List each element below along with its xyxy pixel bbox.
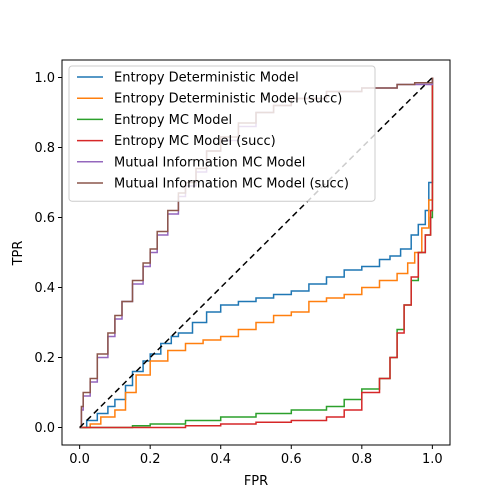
roc-curve-2: [79, 77, 434, 429]
y-tick-label: 0.8: [34, 141, 55, 156]
x-tick-label: 0.2: [140, 452, 161, 467]
y-tick-label: 0.4: [34, 281, 55, 296]
y-tick-label: 0.2: [34, 351, 55, 366]
legend-label: Entropy MC Model: [114, 113, 232, 128]
x-tick-label: 0.0: [69, 452, 90, 467]
y-tick-label: 0.6: [34, 211, 55, 226]
legend-label: Entropy Deterministic Model (succ): [114, 92, 342, 107]
x-tick-label: 0.6: [281, 452, 302, 467]
x-tick-label: 0.4: [210, 452, 231, 467]
y-tick-label: 1.0: [34, 71, 55, 86]
y-tick-label: 0.0: [34, 421, 55, 436]
x-tick-label: 0.8: [351, 452, 372, 467]
legend-box: [68, 65, 376, 202]
axes-frame: [61, 59, 451, 446]
legend-label: Entropy Deterministic Model: [114, 71, 299, 86]
x-axis-label: FPR: [244, 474, 268, 489]
roc-curve-4: [79, 77, 434, 429]
legend-label: Mutual Information MC Model (succ): [114, 177, 349, 192]
legend-label: Mutual Information MC Model: [114, 155, 305, 170]
legend-label: Entropy MC Model (succ): [114, 134, 276, 149]
roc-curve-1: [79, 77, 434, 429]
legend: Entropy Deterministic Model Entropy Deter…: [68, 65, 376, 202]
y-axis-label: TPR: [11, 241, 26, 267]
x-tick-label: 1.0: [422, 452, 443, 467]
axes: 0.0 0.2 0.4 0.6 0.8 1.0 0.0 0.2 0.4 0.6 0.8 1.0: [34, 59, 451, 467]
